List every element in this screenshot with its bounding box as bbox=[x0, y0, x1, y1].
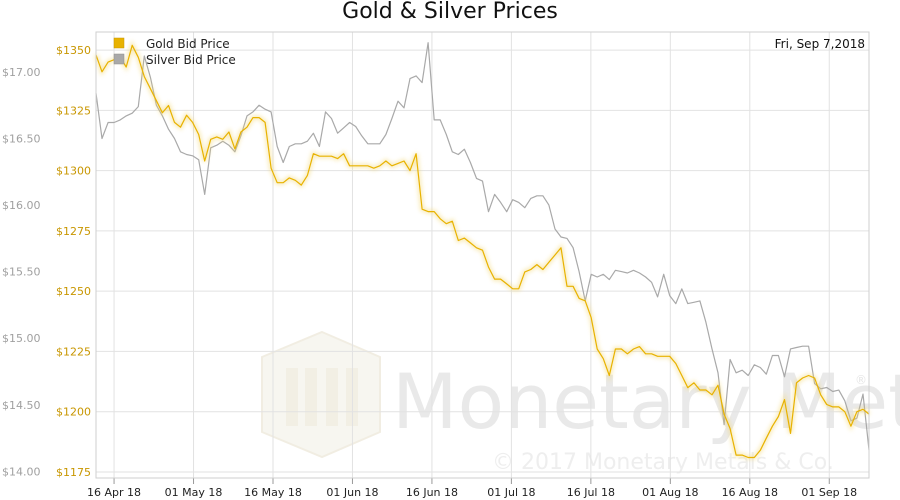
series-lines bbox=[94, 39, 871, 460]
x-tick-label: 16 Jun 18 bbox=[406, 486, 458, 499]
gold-tick-label: $1175 bbox=[56, 466, 91, 479]
silver-tick-label: $16.50 bbox=[2, 133, 41, 146]
gold-price-line bbox=[95, 44, 870, 459]
x-tick-label: 01 Jul 18 bbox=[487, 486, 535, 499]
chart-title: Gold & Silver Prices bbox=[342, 0, 558, 24]
date-label: Fri, Sep 7,2018 bbox=[775, 37, 865, 51]
x-tick-label: 16 Apr 18 bbox=[87, 486, 141, 499]
gold-tick-label: $1250 bbox=[56, 285, 91, 298]
gold-y-axis: $1175 $1200 $1225 $1250 $1275 $1300 $1325 $1350 bbox=[56, 44, 91, 479]
x-tick-label: 01 Aug 18 bbox=[642, 486, 698, 499]
x-tick-label: 16 Aug 18 bbox=[722, 486, 778, 499]
silver-tick-label: $15.50 bbox=[2, 266, 41, 279]
watermark-copyright: © 2017 Monetary Metals & Co. bbox=[492, 450, 834, 475]
silver-tick-label: $14.00 bbox=[2, 465, 41, 478]
x-tick-label: 01 May 18 bbox=[165, 486, 223, 499]
watermark: Monetary Metals ® © 2017 Monetary Metals… bbox=[261, 330, 900, 475]
gold-tick-label: $1275 bbox=[56, 225, 91, 238]
silver-tick-label: $16.00 bbox=[2, 199, 41, 212]
legend: Gold Bid Price Silver Bid Price bbox=[113, 37, 236, 67]
gold-tick-label: $1350 bbox=[56, 44, 91, 57]
grid bbox=[96, 32, 869, 478]
gold-tick-label: $1225 bbox=[56, 345, 91, 358]
plot-frame bbox=[95, 31, 870, 479]
x-tick-label: 16 May 18 bbox=[244, 486, 302, 499]
x-tick-label: 16 Jul 18 bbox=[567, 486, 615, 499]
silver-price-line bbox=[95, 42, 870, 451]
x-tick-label: 01 Jun 18 bbox=[326, 486, 378, 499]
watermark-registered: ® bbox=[855, 373, 867, 387]
gold-tick-label: $1200 bbox=[56, 406, 91, 419]
legend-gold-label: Gold Bid Price bbox=[146, 37, 230, 51]
gold-tick-label: $1300 bbox=[56, 165, 91, 178]
x-tick-label: 01 Sep 18 bbox=[801, 486, 857, 499]
silver-tick-label: $15.00 bbox=[2, 332, 41, 345]
silver-tick-label: $17.00 bbox=[2, 66, 41, 79]
gold-tick-label: $1325 bbox=[56, 104, 91, 117]
legend-silver-swatch bbox=[113, 53, 125, 65]
legend-gold-swatch bbox=[113, 37, 125, 49]
silver-y-axis: $14.00 $14.50 $15.00 $15.50 $16.00 $16.50 $17.… bbox=[2, 66, 41, 478]
watermark-brand: Monetary Metals bbox=[392, 357, 900, 446]
legend-silver-label: Silver Bid Price bbox=[146, 53, 236, 67]
x-axis: 16 Apr 18 01 May 18 16 May 18 01 Jun 18 16 J… bbox=[87, 478, 857, 499]
monetary-metals-logo-icon bbox=[261, 330, 381, 459]
silver-tick-label: $14.50 bbox=[2, 399, 41, 412]
